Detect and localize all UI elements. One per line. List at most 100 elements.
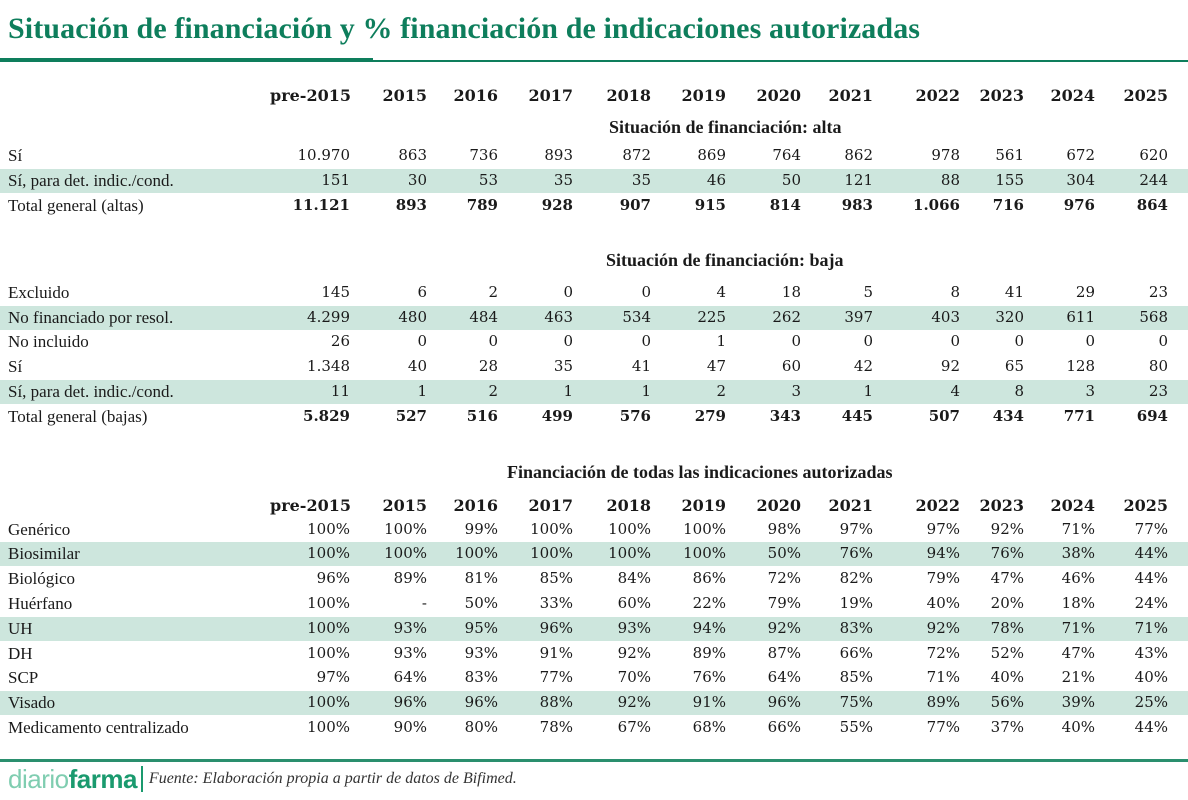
column-header: 2016	[453, 86, 498, 105]
table-cell: 86%	[692, 569, 726, 587]
table-cell: 23	[1148, 283, 1168, 301]
table-cell: 864	[1136, 196, 1168, 214]
table-row: No incluido 26 0 0 0 0 1 0 0 0 0 0 0	[0, 330, 1188, 354]
table-cell: 87%	[767, 644, 801, 662]
table-cell: 85%	[539, 569, 573, 587]
table-cell: 893	[395, 196, 427, 214]
table-cell: 47	[706, 357, 726, 375]
table-cell: 47%	[990, 569, 1024, 587]
column-header: 2024	[1050, 86, 1095, 105]
table-cell: 76%	[839, 544, 873, 562]
footer: diario farma Fuente: Elaboración propia a…	[8, 764, 517, 794]
table-cell: 90%	[393, 718, 427, 736]
table-cell: 30	[407, 171, 427, 189]
table-cell: 789	[466, 196, 498, 214]
table-cell: 6	[417, 283, 427, 301]
table-cell: 40%	[1061, 718, 1095, 736]
table-row: Medicamento centralizado 100% 90% 80% 78% 67%…	[0, 716, 1188, 740]
title-underline-accent	[0, 58, 373, 62]
row-label: Excluido	[8, 283, 70, 302]
table-cell: 84%	[617, 569, 651, 587]
table-cell: 155	[995, 171, 1024, 189]
table-cell: 736	[469, 146, 498, 164]
column-header: 2025	[1123, 496, 1168, 515]
table-cell: 96%	[316, 569, 350, 587]
table-cell: 71%	[1134, 619, 1168, 637]
column-header: 2017	[528, 496, 573, 515]
table-cell: 83%	[464, 668, 498, 686]
table-cell: 53	[478, 171, 498, 189]
table-cell: 25%	[1134, 693, 1168, 711]
table-cell: 93%	[464, 644, 498, 662]
column-header: 2024	[1050, 496, 1095, 515]
table-row: Visado 100% 96% 96% 88% 92% 91% 96% 75% 89% 56% 39%…	[0, 691, 1188, 715]
table-cell: 71%	[1061, 619, 1095, 637]
table-cell: 97%	[316, 668, 350, 686]
table-row: Sí 1.348 40 28 35 41 47 60 42 92 65 128 80	[0, 355, 1188, 379]
table-cell: 92%	[990, 520, 1024, 538]
table-cell: 5.829	[303, 407, 350, 425]
table-cell: 94%	[692, 619, 726, 637]
column-header: 2021	[828, 496, 873, 515]
column-header: 2020	[756, 496, 801, 515]
table-cell: 19%	[839, 594, 873, 612]
table-cell: 983	[841, 196, 873, 214]
table-cell: 18%	[1061, 594, 1095, 612]
table-cell: 40%	[990, 668, 1024, 686]
table-cell: 96%	[539, 619, 573, 637]
table-cell: 71%	[926, 668, 960, 686]
table-cell: 1.348	[307, 357, 350, 375]
table-cell: 1	[716, 332, 726, 350]
table-cell: 915	[694, 196, 726, 214]
table-cell: 46	[706, 171, 726, 189]
table-cell: 77%	[926, 718, 960, 736]
column-header: 2023	[979, 86, 1024, 105]
table-cell: 96%	[767, 693, 801, 711]
table-cell: 100%	[307, 693, 350, 711]
table-cell: 96%	[464, 693, 498, 711]
table-cell: 41	[631, 357, 651, 375]
table-cell: 262	[772, 308, 801, 326]
table-cell: 47%	[1061, 644, 1095, 662]
table-cell: 100%	[530, 520, 573, 538]
table-cell: 100%	[683, 520, 726, 538]
table-cell: 480	[398, 308, 427, 326]
table-cell: 0	[1158, 332, 1168, 350]
table-cell: 611	[1066, 308, 1095, 326]
section-pct-heading: Financiación de todas las indicaciones a…	[507, 462, 893, 482]
table-cell: 771	[1063, 407, 1095, 425]
table-cell: 50%	[464, 594, 498, 612]
table-cell: 0	[1085, 332, 1095, 350]
column-header: 2019	[681, 86, 726, 105]
table-cell: 343	[769, 407, 801, 425]
table-cell: -	[421, 594, 427, 612]
table-cell: 100%	[307, 520, 350, 538]
table-cell: 0	[641, 332, 651, 350]
table-cell: 35	[631, 171, 651, 189]
row-label: Total general (bajas)	[8, 407, 148, 426]
table-cell: 516	[466, 407, 498, 425]
table-cell: 66%	[767, 718, 801, 736]
table-cell: 716	[992, 196, 1024, 214]
row-label: Sí, para det. indic./cond.	[8, 171, 174, 190]
table-row: DH 100% 93% 93% 91% 92% 89% 87% 66% 72% 52% 47% 43%	[0, 642, 1188, 666]
table-cell: 0	[488, 332, 498, 350]
row-label: UH	[8, 619, 33, 638]
table-cell: 50	[781, 171, 801, 189]
table-cell: 89%	[692, 644, 726, 662]
table-row: UH 100% 93% 95% 96% 93% 94% 92% 83% 92% 78% 71% 71%	[0, 617, 1188, 641]
table-cell: 26	[330, 332, 350, 350]
table-cell: 22%	[692, 594, 726, 612]
table-row: Sí 10.970 863 736 893 872 869 764 862 978 561 672 62…	[0, 144, 1188, 168]
section-alta-heading: Situación de financiación: alta	[609, 117, 842, 137]
table-cell: 77%	[539, 668, 573, 686]
row-label: DH	[8, 644, 33, 663]
table-cell: 100%	[455, 544, 498, 562]
table-cell: 928	[541, 196, 573, 214]
table-cell: 0	[950, 332, 960, 350]
logo-diario: diario	[8, 763, 69, 794]
table-cell: 507	[928, 407, 960, 425]
table-cell: 814	[769, 196, 801, 214]
table-cell: 55%	[839, 718, 873, 736]
table-cell: 397	[844, 308, 873, 326]
